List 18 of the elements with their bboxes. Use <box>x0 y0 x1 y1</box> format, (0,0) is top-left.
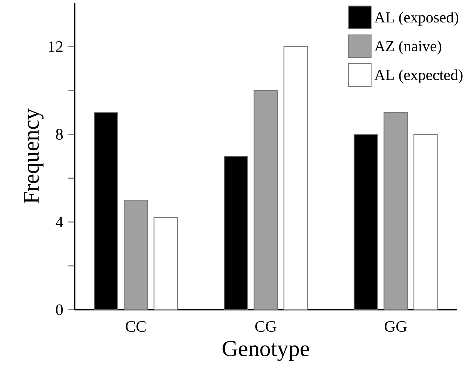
bar <box>414 134 438 310</box>
legend-label: AZ (naive) <box>374 40 442 55</box>
x-tick-label: CC <box>126 321 146 332</box>
bar <box>124 200 148 310</box>
legend-label: AL (expected) <box>374 70 463 84</box>
x-tick-label: GG <box>385 321 407 332</box>
x-tick-label: CG <box>256 321 277 332</box>
x-axis-title: Genotype <box>222 341 310 362</box>
y-tick-label: 4 <box>56 217 64 228</box>
y-tick-label: 12 <box>49 42 63 52</box>
bar <box>154 217 178 310</box>
legend-label: AL (exposed) <box>374 12 459 26</box>
y-tick-label: 0 <box>56 304 64 316</box>
y-axis-title: Frequency <box>24 108 44 204</box>
bar <box>384 112 408 310</box>
bar <box>254 90 278 310</box>
y-tick-label: 8 <box>56 129 64 140</box>
bar <box>284 46 308 310</box>
